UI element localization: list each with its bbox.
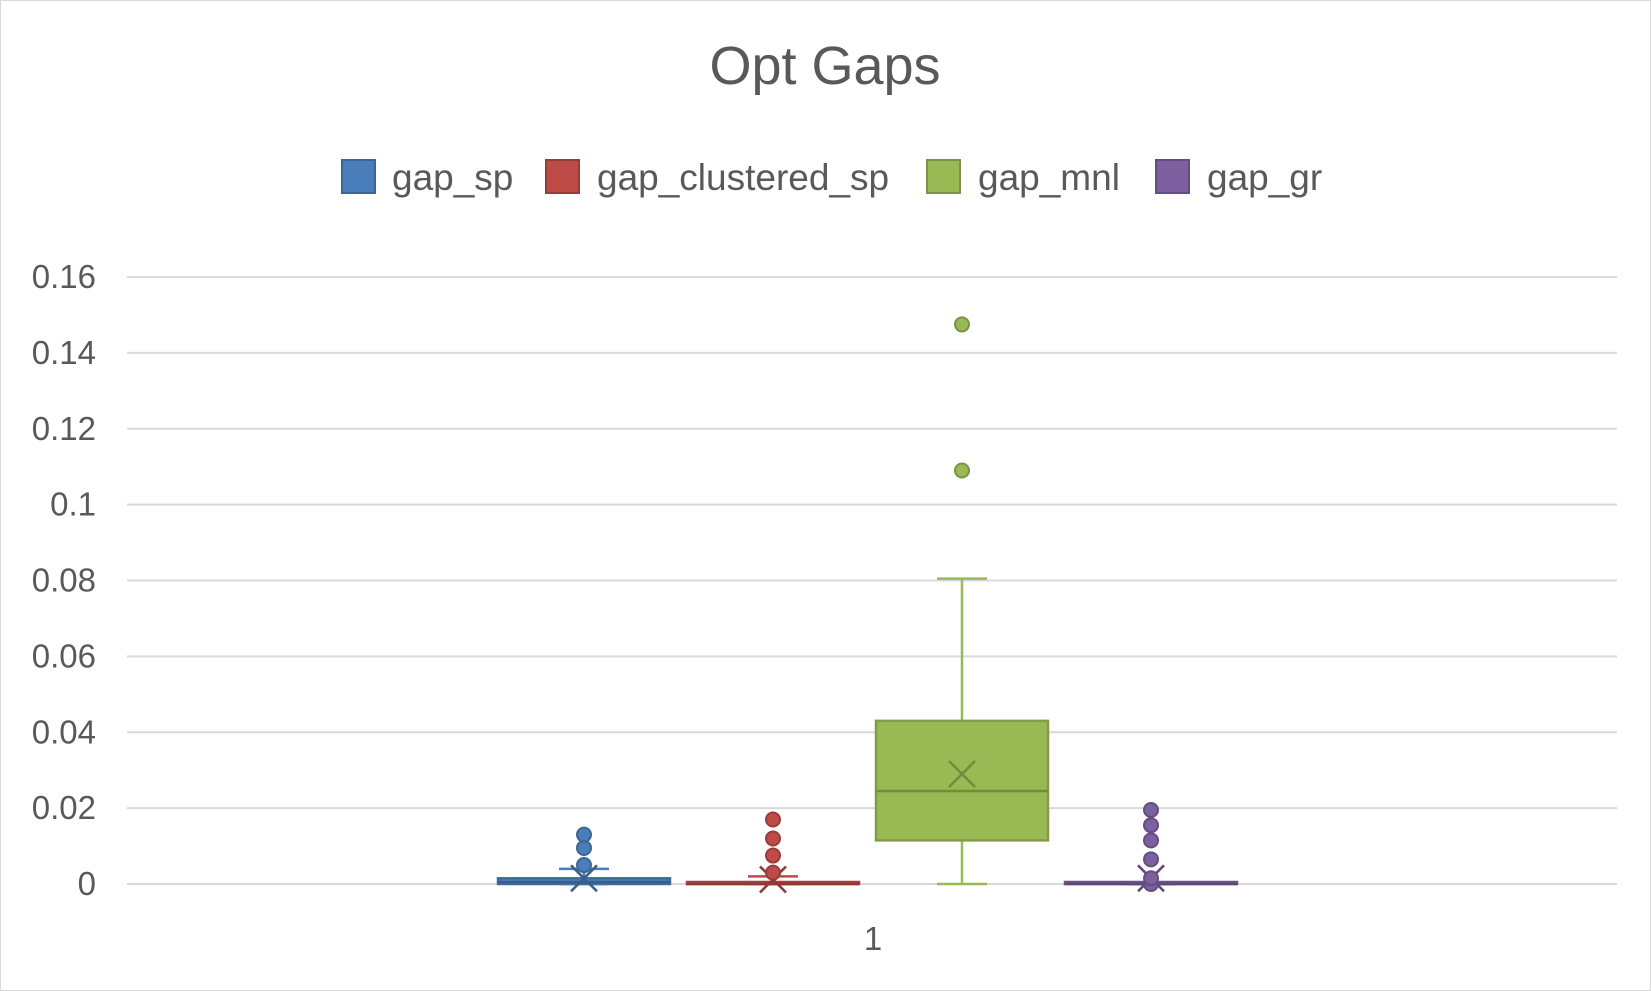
legend-swatch-gap-mnl: [926, 159, 961, 194]
outlier-point: [576, 826, 592, 843]
y-axis-ticks: 0 0.02 0.04 0.06 0.08 0.1 0.12 0.14 0.16: [32, 258, 96, 902]
box-gap-gr: [1063, 802, 1239, 893]
y-tick-label: 0.04: [32, 713, 96, 750]
y-tick-label: 0.1: [50, 486, 96, 523]
x-category-label: 1: [864, 920, 882, 957]
y-tick-label: 0.02: [32, 789, 96, 826]
outlier-point: [954, 316, 970, 333]
legend-label-gap-gr: gap_gr: [1207, 157, 1322, 198]
outlier-point: [765, 864, 781, 881]
gridlines: [127, 276, 1617, 885]
outlier-point: [576, 839, 592, 856]
y-tick-label: 0.14: [32, 334, 96, 371]
outlier-point: [765, 811, 781, 828]
mean-marker: [570, 864, 598, 893]
legend-item-gap-clustered-sp: gap_clustered_sp: [545, 157, 889, 198]
outlier-point: [1143, 870, 1159, 887]
y-tick-label: 0: [78, 865, 96, 902]
box-gap-sp: [496, 826, 672, 893]
chart-title: Opt Gaps: [709, 36, 940, 96]
legend-label-gap-mnl: gap_mnl: [978, 157, 1120, 198]
legend-swatch-gap-clustered-sp: [545, 159, 580, 194]
plot-area: [496, 316, 1239, 894]
legend: gap_sp gap_clustered_sp gap_mnl gap_gr: [341, 157, 1322, 198]
legend-item-gap-gr: gap_gr: [1155, 157, 1322, 198]
legend-item-gap-mnl: gap_mnl: [926, 157, 1120, 198]
legend-item-gap-sp: gap_sp: [341, 157, 513, 198]
box-gap-clustered-sp: [685, 811, 861, 894]
mean-marker-stroke: [570, 864, 598, 893]
outlier-point: [1143, 817, 1159, 834]
mean-marker: [948, 760, 976, 788]
box-gap-mnl: [874, 316, 1050, 886]
legend-label-gap-clustered-sp: gap_clustered_sp: [597, 157, 889, 198]
outlier-point: [1143, 802, 1159, 819]
outlier-point: [765, 847, 781, 864]
mean-marker-stroke: [948, 760, 976, 788]
outlier-point: [1143, 851, 1159, 868]
outlier-point: [954, 462, 970, 479]
legend-swatch-gap-gr: [1155, 159, 1190, 194]
outlier-point: [1143, 832, 1159, 849]
y-tick-label: 0.12: [32, 410, 96, 447]
y-tick-label: 0.06: [32, 637, 96, 674]
box-iqr: [874, 719, 1050, 842]
y-tick-label: 0.08: [32, 562, 96, 599]
outlier-point: [576, 857, 592, 874]
outlier-point: [765, 830, 781, 847]
y-tick-label: 0.16: [32, 258, 96, 295]
legend-label-gap-sp: gap_sp: [392, 157, 513, 198]
legend-swatch-gap-sp: [341, 159, 376, 194]
